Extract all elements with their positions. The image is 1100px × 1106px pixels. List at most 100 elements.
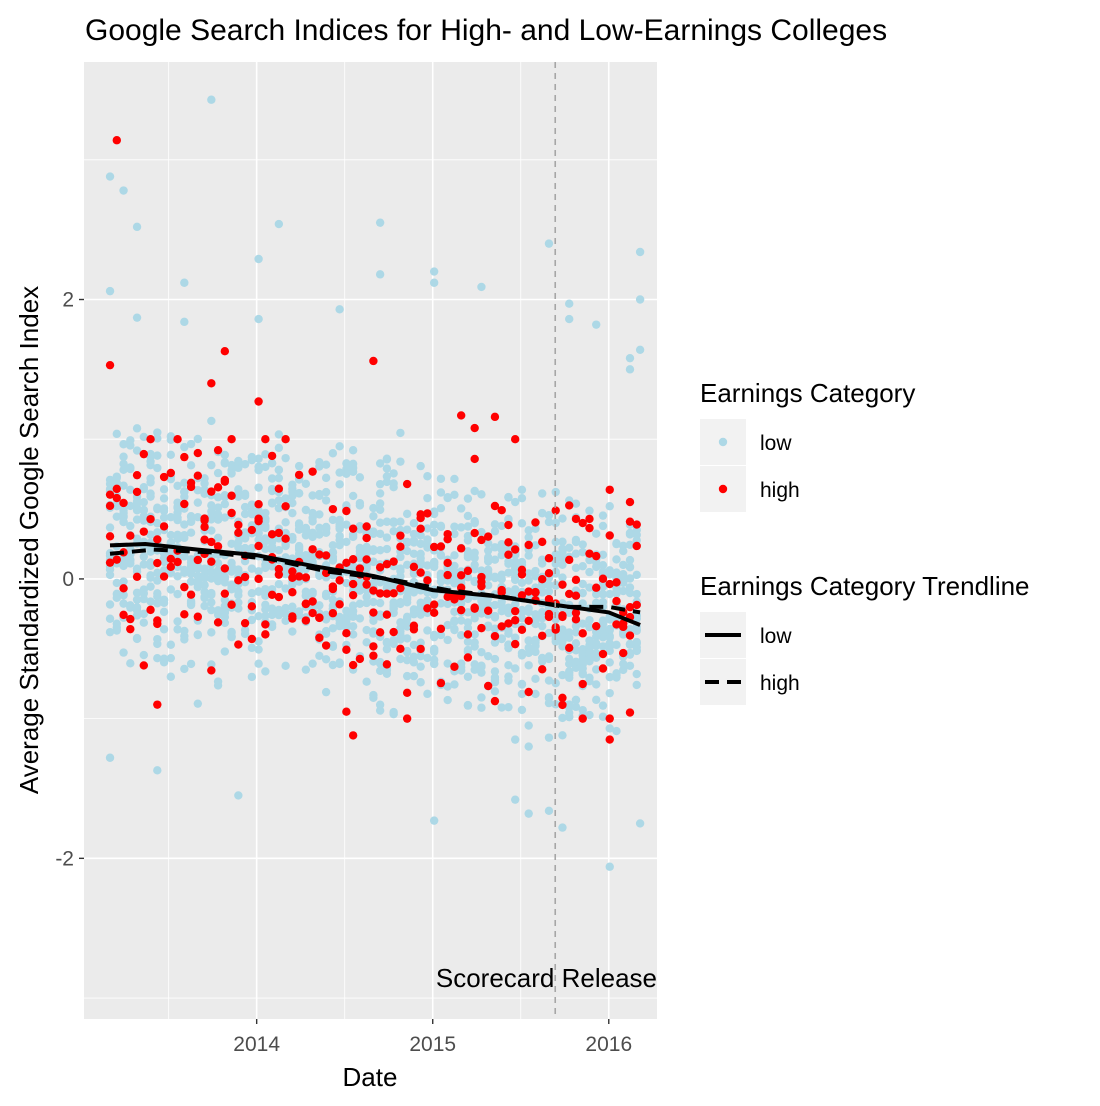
point-low xyxy=(598,701,608,710)
point-low xyxy=(139,432,149,442)
point-low xyxy=(524,576,533,585)
point-low xyxy=(220,578,230,587)
point-low xyxy=(294,524,304,534)
point-low xyxy=(213,510,223,519)
point-high xyxy=(504,520,513,530)
point-low xyxy=(524,721,533,730)
point-low xyxy=(267,604,277,613)
x-tick-label: 2014 xyxy=(233,1033,280,1056)
point-low xyxy=(375,706,385,715)
point-low xyxy=(247,643,257,653)
point-low xyxy=(180,552,189,561)
point-low xyxy=(423,561,432,570)
point-high xyxy=(105,558,115,567)
point-high xyxy=(234,640,243,649)
point-low xyxy=(288,532,297,542)
point-low xyxy=(294,611,304,620)
point-high xyxy=(605,579,614,589)
point-high xyxy=(112,555,121,564)
point-low xyxy=(443,493,452,503)
point-low xyxy=(315,457,324,467)
point-high xyxy=(119,584,128,593)
point-low xyxy=(504,626,513,635)
point-low xyxy=(463,645,473,655)
point-low xyxy=(274,609,284,618)
point-low xyxy=(281,661,290,671)
point-high xyxy=(565,589,574,599)
point-low xyxy=(497,703,506,712)
point-low xyxy=(578,619,587,628)
point-low xyxy=(490,573,500,583)
point-low xyxy=(605,724,614,733)
point-low xyxy=(592,653,601,662)
point-low xyxy=(166,653,176,663)
point-low xyxy=(375,612,385,621)
point-high xyxy=(619,648,628,658)
point-low xyxy=(625,365,635,374)
point-low xyxy=(348,467,358,476)
point-high xyxy=(180,582,189,592)
point-high xyxy=(166,554,176,564)
point-low xyxy=(551,637,560,646)
point-low xyxy=(578,668,587,677)
point-low xyxy=(112,473,121,483)
point-low xyxy=(463,522,473,531)
point-low xyxy=(139,560,149,569)
point-low xyxy=(335,515,344,525)
point-high xyxy=(227,600,236,609)
point-low xyxy=(450,474,459,484)
point-low xyxy=(146,460,155,470)
point-high xyxy=(625,517,635,526)
point-low xyxy=(504,661,513,670)
point-low xyxy=(598,550,608,559)
point-low xyxy=(402,620,412,629)
point-low xyxy=(531,635,540,645)
point-low xyxy=(308,589,317,598)
point-low xyxy=(207,416,216,426)
point-low xyxy=(456,631,466,640)
point-high xyxy=(558,700,567,710)
point-high xyxy=(538,574,547,584)
point-low xyxy=(619,546,628,556)
point-low xyxy=(193,486,203,495)
point-low xyxy=(369,503,378,513)
point-low xyxy=(544,587,554,596)
point-low xyxy=(274,465,284,475)
point-low xyxy=(585,677,594,686)
point-high xyxy=(274,484,284,493)
point-low xyxy=(578,588,587,598)
point-low xyxy=(402,614,412,623)
point-low xyxy=(301,524,311,534)
trendline-high xyxy=(109,547,641,615)
point-low xyxy=(592,639,601,648)
point-high xyxy=(362,522,371,531)
point-high xyxy=(416,644,425,654)
point-low xyxy=(375,499,385,508)
point-high xyxy=(274,592,284,602)
point-high xyxy=(592,583,601,592)
point-low xyxy=(126,463,135,472)
point-low xyxy=(207,598,216,607)
point-low xyxy=(598,642,608,651)
point-low xyxy=(504,568,513,577)
point-low xyxy=(497,607,506,616)
point-high xyxy=(335,576,344,585)
point-low xyxy=(355,614,365,623)
point-high xyxy=(402,688,412,697)
point-high xyxy=(443,570,452,580)
point-low xyxy=(450,522,459,531)
point-low xyxy=(490,520,500,529)
point-high xyxy=(477,581,486,591)
point-high xyxy=(234,520,243,530)
point-low xyxy=(139,585,149,594)
point-low xyxy=(565,543,574,553)
point-low xyxy=(281,494,290,503)
point-low xyxy=(254,462,263,471)
point-low xyxy=(382,464,392,473)
point-low xyxy=(105,523,115,532)
point-high xyxy=(119,498,128,508)
point-high xyxy=(456,544,466,553)
point-low xyxy=(207,574,216,583)
point-low xyxy=(274,503,284,513)
point-low xyxy=(625,639,635,649)
